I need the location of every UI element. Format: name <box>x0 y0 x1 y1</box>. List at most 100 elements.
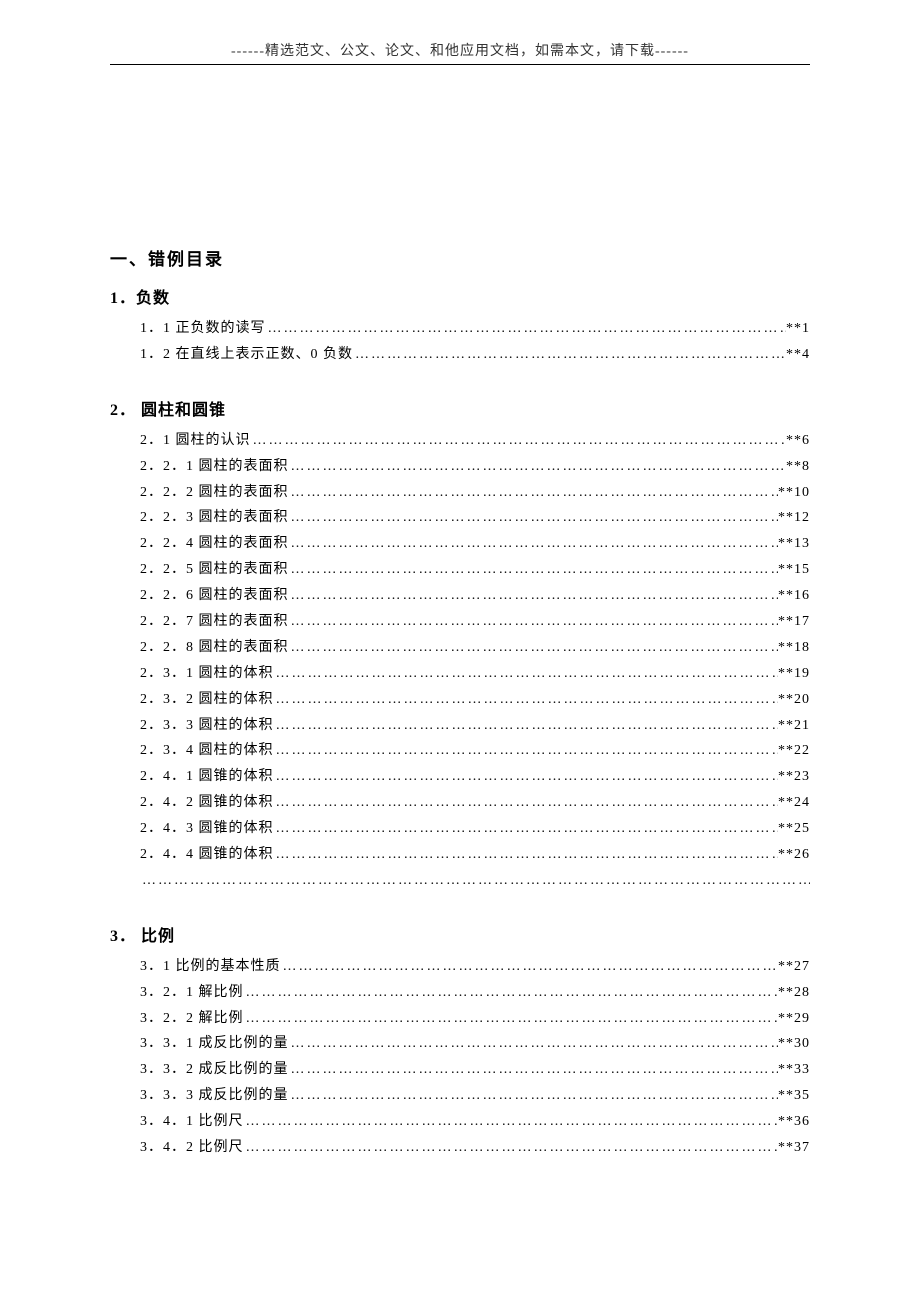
toc-page: **29 <box>778 1006 810 1032</box>
toc-entry: 2．4．4 圆锥的体积……………………………………………………………………………… <box>110 842 810 868</box>
toc-label: 2．2．5 圆柱的表面积 <box>140 557 289 583</box>
toc-entry: 3．3．1 成反比例的量…………………………………………………………………………… <box>110 1031 810 1057</box>
toc-label: 3．3．2 成反比例的量 <box>140 1057 289 1083</box>
toc-page: **23 <box>778 764 810 790</box>
toc-page: **17 <box>778 609 810 635</box>
toc-dots: …………………………………………………………………………………………………………… <box>274 661 779 687</box>
toc-label: 2．3．4 圆柱的体积 <box>140 738 274 764</box>
toc-dots: …………………………………………………………………………………………………………… <box>289 609 779 635</box>
toc-entry: 2．3．1 圆柱的体积……………………………………………………………………………… <box>110 661 810 687</box>
toc-dots: …………………………………………………………………………………………………………… <box>289 505 779 531</box>
toc-label: 2．4．1 圆锥的体积 <box>140 764 274 790</box>
toc-page: **18 <box>778 635 810 661</box>
toc-page: **22 <box>778 738 810 764</box>
toc-label: 3．2．2 解比例 <box>140 1006 244 1032</box>
toc-label: 2．3．3 圆柱的体积 <box>140 713 274 739</box>
toc-dots: …………………………………………………………………………………………………………… <box>244 980 779 1006</box>
toc-page: **12 <box>778 505 810 531</box>
toc-entry: 3．1 比例的基本性质……………………………………………………………………………… <box>110 954 810 980</box>
toc-dots: …………………………………………………………………………………………………………… <box>140 868 810 894</box>
toc-dots: …………………………………………………………………………………………………………… <box>274 790 779 816</box>
toc-page: **6 <box>786 428 810 454</box>
toc-section-3: 3． 比例 3．1 比例的基本性质……………………………………………………………… <box>110 922 810 1161</box>
toc-page: **1 <box>786 316 810 342</box>
toc-dots: …………………………………………………………………………………………………………… <box>251 428 787 454</box>
toc-entry: 2．4．3 圆锥的体积……………………………………………………………………………… <box>110 816 810 842</box>
toc-label: 2．4．2 圆锥的体积 <box>140 790 274 816</box>
toc-label: 2．3．1 圆柱的体积 <box>140 661 274 687</box>
toc-dots: …………………………………………………………………………………………………………… <box>274 764 779 790</box>
toc-entry: 3．3．3 成反比例的量…………………………………………………………………………… <box>110 1083 810 1109</box>
toc-page: **27 <box>778 954 810 980</box>
toc-label: 2．2．6 圆柱的表面积 <box>140 583 289 609</box>
toc-dots: …………………………………………………………………………………………………………… <box>274 842 779 868</box>
toc-entry: 1．2 在直线上表示正数、0 负数 …………………………………………………………… <box>110 342 810 368</box>
toc-dots: …………………………………………………………………………………………………………… <box>289 1057 779 1083</box>
toc-dots: …………………………………………………………………………………………………………… <box>274 687 779 713</box>
toc-dots: …………………………………………………………………………………………………………… <box>289 583 779 609</box>
chapter-title-2: 2． 圆柱和圆锥 <box>110 396 810 420</box>
toc-entry: 2．1 圆柱的认识…………………………………………………………………………………… <box>110 428 810 454</box>
toc-entry: 2．3．2 圆柱的体积……………………………………………………………………………… <box>110 687 810 713</box>
toc-entry: 3．2．2 解比例…………………………………………………………………………………… <box>110 1006 810 1032</box>
toc-page: **13 <box>778 531 810 557</box>
toc-page: **36 <box>778 1109 810 1135</box>
toc-dots: …………………………………………………………………………………………………………… <box>244 1006 779 1032</box>
toc-dots: …………………………………………………………………………………………………………… <box>289 480 779 506</box>
toc-label: 1．1 正负数的读写 <box>140 316 266 342</box>
toc-dots: …………………………………………………………………………………………………………… <box>289 1083 779 1109</box>
toc-label: 3．4．1 比例尺 <box>140 1109 244 1135</box>
toc-label: 3．1 比例的基本性质 <box>140 954 281 980</box>
toc-entry: 2．2．5 圆柱的表面积…………………………………………………………………………… <box>110 557 810 583</box>
toc-page: **16 <box>778 583 810 609</box>
toc-page: **26 <box>778 842 810 868</box>
toc-dots: …………………………………………………………………………………………………………… <box>266 316 787 342</box>
toc-entry: 2．2．2 圆柱的表面积…………………………………………………………………………… <box>110 480 810 506</box>
toc-entry: 2．3．4 圆柱的体积……………………………………………………………………………… <box>110 738 810 764</box>
toc-label: 2．2．1 圆柱的表面积 <box>140 454 289 480</box>
toc-page: **37 <box>778 1135 810 1161</box>
toc-entry: …………………………………………………………………………………………………………… <box>110 868 810 894</box>
toc-dots: …………………………………………………………………………………………………………… <box>289 531 779 557</box>
toc-entry: 2．4．1 圆锥的体积……………………………………………………………………………… <box>110 764 810 790</box>
toc-page: **10 <box>778 480 810 506</box>
toc-entry: 3．2．1 解比例…………………………………………………………………………………… <box>110 980 810 1006</box>
toc-label: 2．2．3 圆柱的表面积 <box>140 505 289 531</box>
header-text: ------精选范文、公文、论文、和他应用文档，如需本文，请下载------ <box>231 44 689 59</box>
toc-dots: …………………………………………………………………………………………………………… <box>289 1031 779 1057</box>
toc-entry: 2．2．1 圆柱的表面积…………………………………………………………………………… <box>110 454 810 480</box>
toc-page: **20 <box>778 687 810 713</box>
toc-entry: 3．3．2 成反比例的量…………………………………………………………………………… <box>110 1057 810 1083</box>
toc-page: **21 <box>778 713 810 739</box>
toc-page: **28 <box>778 980 810 1006</box>
toc-page: **19 <box>778 661 810 687</box>
toc-label: 2．4．4 圆锥的体积 <box>140 842 274 868</box>
toc-entry: 2．2．8 圆柱的表面积…………………………………………………………………………… <box>110 635 810 661</box>
toc-page: **35 <box>778 1083 810 1109</box>
toc-entry: 2．2．3 圆柱的表面积…………………………………………………………………………… <box>110 505 810 531</box>
toc-entry: 3．4．2 比例尺…………………………………………………………………………………… <box>110 1135 810 1161</box>
toc-entry: 2．2．4 圆柱的表面积…………………………………………………………………………… <box>110 531 810 557</box>
toc-dots: …………………………………………………………………………………………………………… <box>274 713 779 739</box>
document-page: ------精选范文、公文、论文、和他应用文档，如需本文，请下载------ 一… <box>0 0 920 1161</box>
toc-label: 2．2．8 圆柱的表面积 <box>140 635 289 661</box>
chapter-title-3: 3． 比例 <box>110 922 810 946</box>
toc-page: **4 <box>786 342 810 368</box>
toc-dots: …………………………………………………………………………………………………………… <box>353 342 786 368</box>
toc-page: **30 <box>778 1031 810 1057</box>
chapter-title-1: 1．负数 <box>110 284 810 308</box>
toc-entry: 3．4．1 比例尺…………………………………………………………………………………… <box>110 1109 810 1135</box>
toc-dots: …………………………………………………………………………………………………………… <box>274 738 779 764</box>
toc-entry: 1．1 正负数的读写 ……………………………………………………………………………… <box>110 316 810 342</box>
toc-label: 2．4．3 圆锥的体积 <box>140 816 274 842</box>
toc-label: 3．3．3 成反比例的量 <box>140 1083 289 1109</box>
toc-page: **15 <box>778 557 810 583</box>
toc-section-2: 2． 圆柱和圆锥 2．1 圆柱的认识…………………………………………………………… <box>110 396 810 894</box>
toc-label: 2．3．2 圆柱的体积 <box>140 687 274 713</box>
main-title: 一、错例目录 <box>110 245 810 270</box>
toc-dots: …………………………………………………………………………………………………………… <box>244 1135 779 1161</box>
toc-section-1: 1．负数 1．1 正负数的读写 ………………………………………………………………… <box>110 284 810 368</box>
toc-dots: …………………………………………………………………………………………………………… <box>289 454 787 480</box>
toc-entry: 2．3．3 圆柱的体积……………………………………………………………………………… <box>110 713 810 739</box>
toc-page: **24 <box>778 790 810 816</box>
